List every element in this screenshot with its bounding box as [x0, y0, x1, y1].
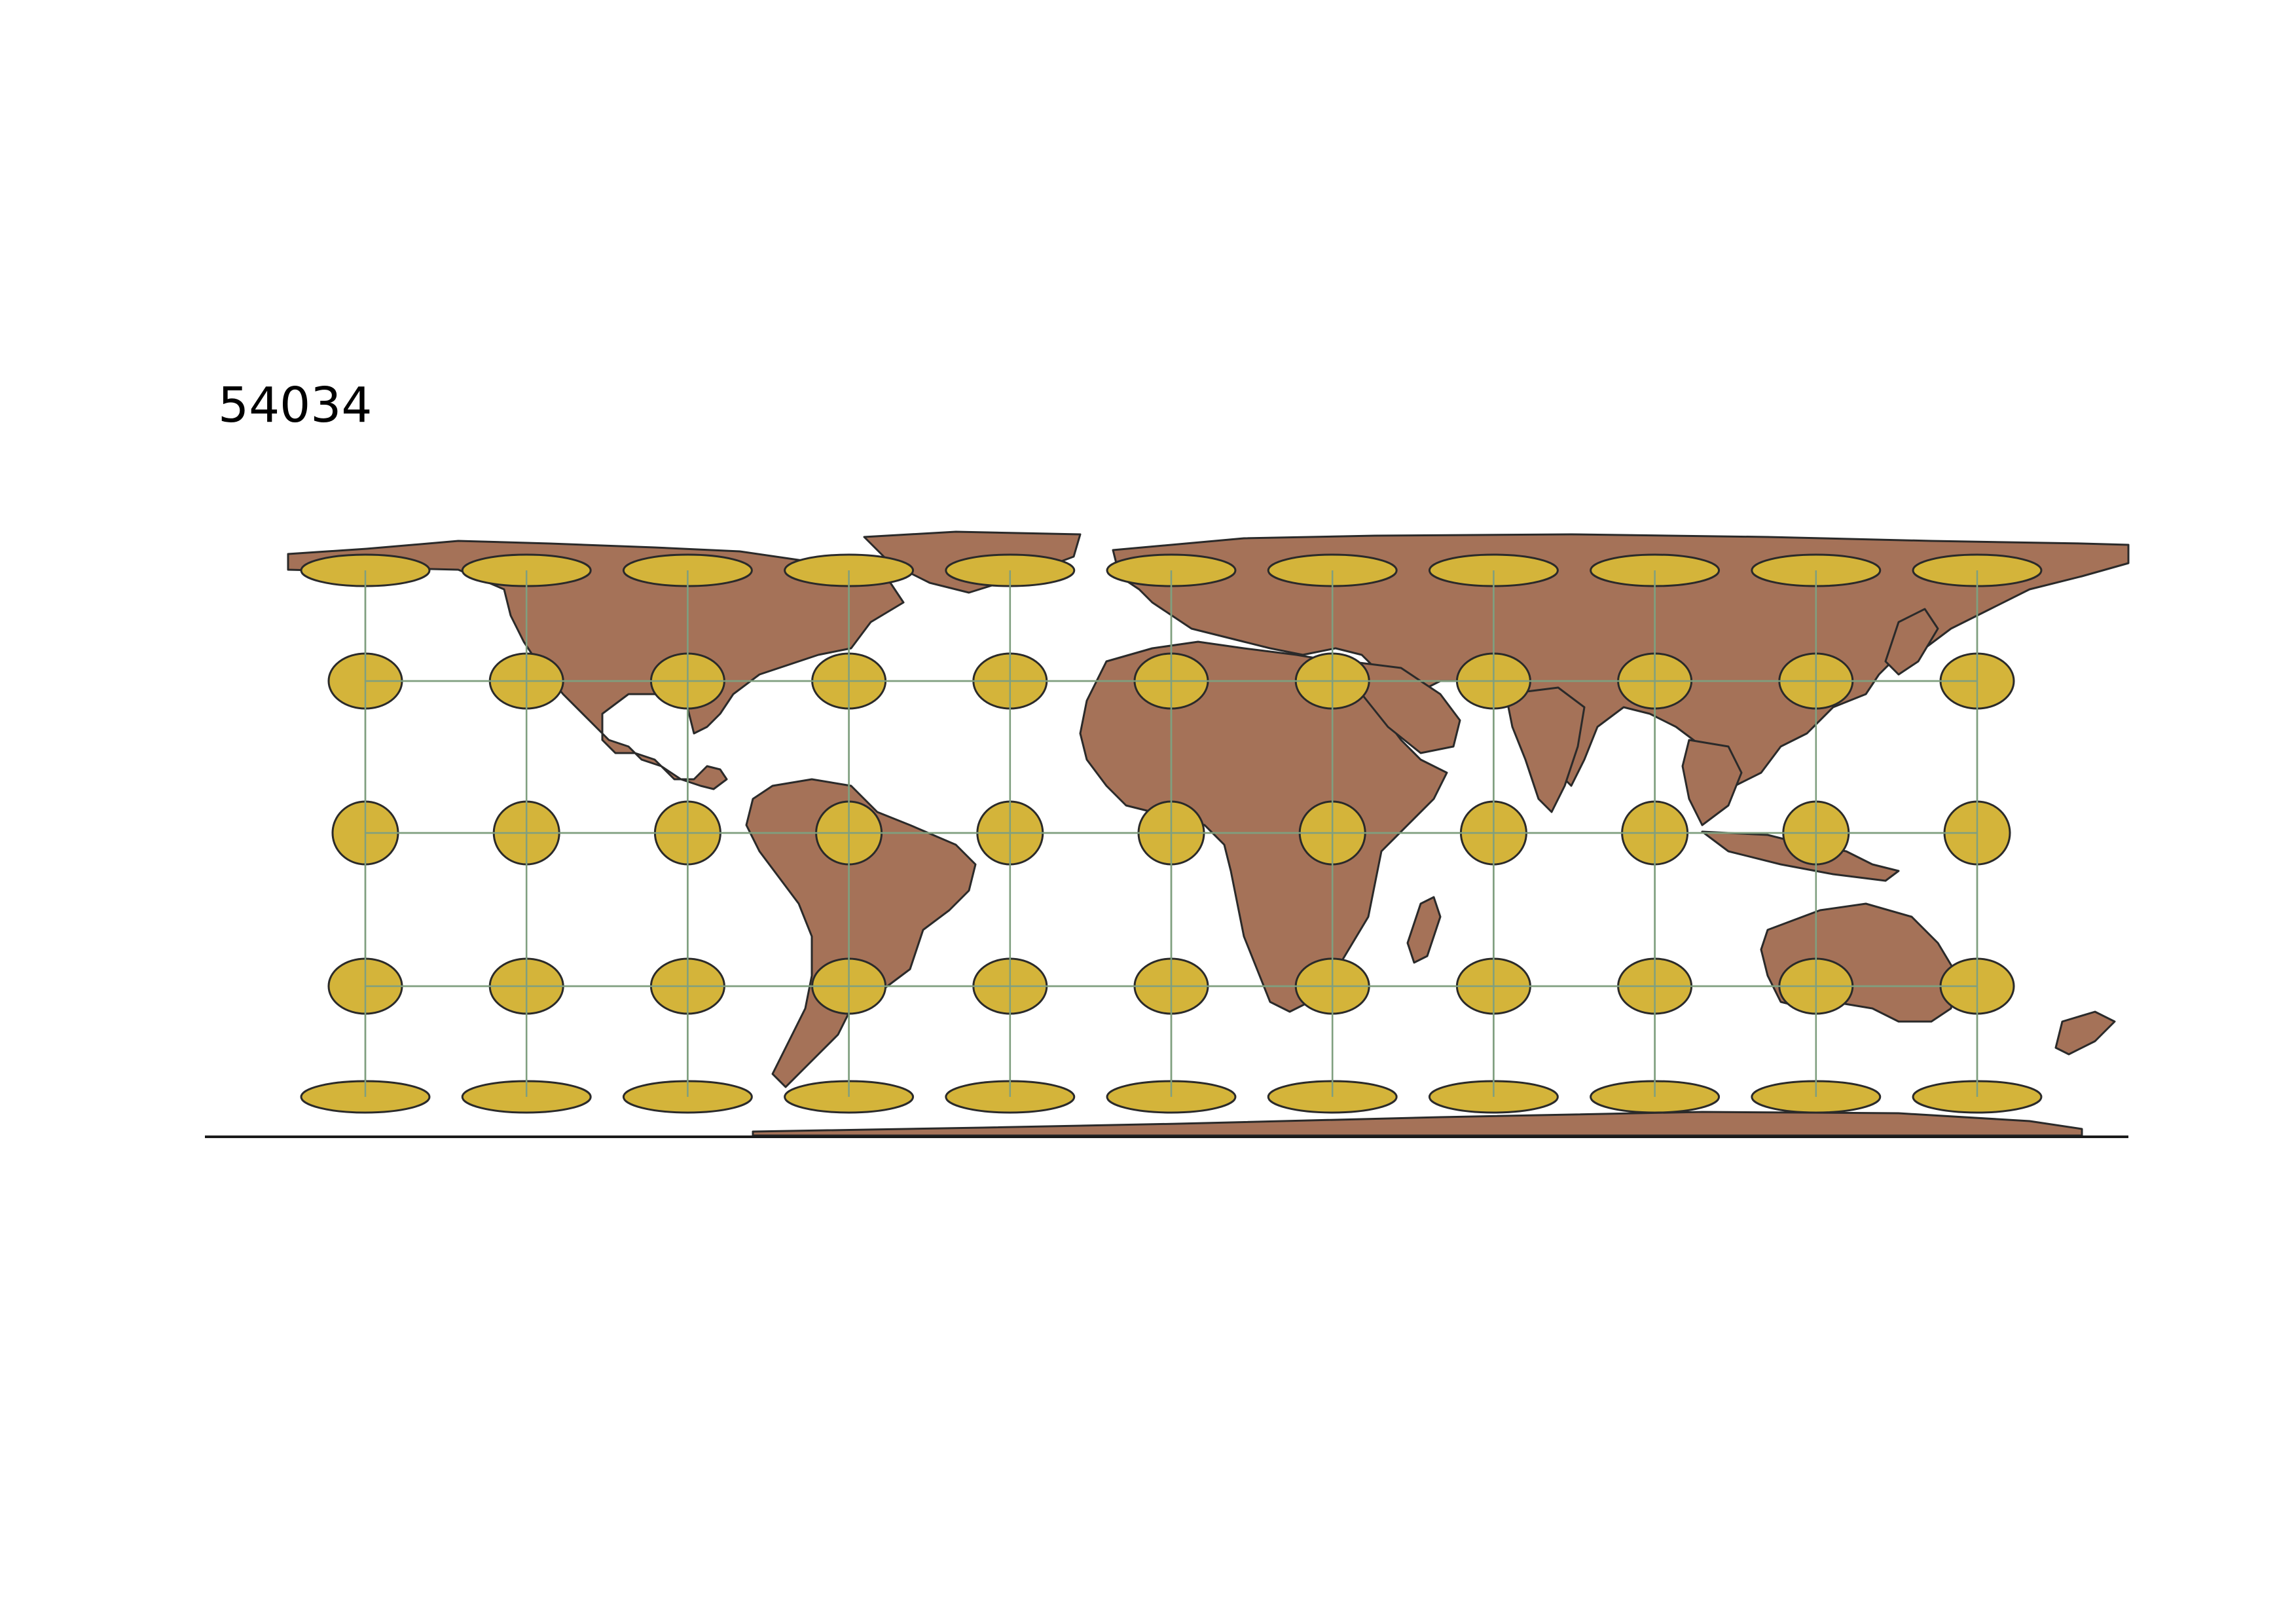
landmass-se-asia: [1681, 739, 1743, 826]
landmass-europe-asia: [1112, 533, 2130, 787]
landmass-japan: [1884, 608, 1939, 676]
landmass-south-america: [745, 778, 977, 1088]
map-title: 54034: [218, 377, 373, 434]
landmass-madagascar: [1406, 896, 1442, 964]
tissot-indicatrix-layer: [300, 553, 2043, 1114]
landmass-antarctica: [752, 1111, 2083, 1137]
landmass-india: [1504, 686, 1586, 813]
landmass-new-zealand: [2054, 1010, 2116, 1056]
landmass-arabia: [1347, 660, 1461, 754]
